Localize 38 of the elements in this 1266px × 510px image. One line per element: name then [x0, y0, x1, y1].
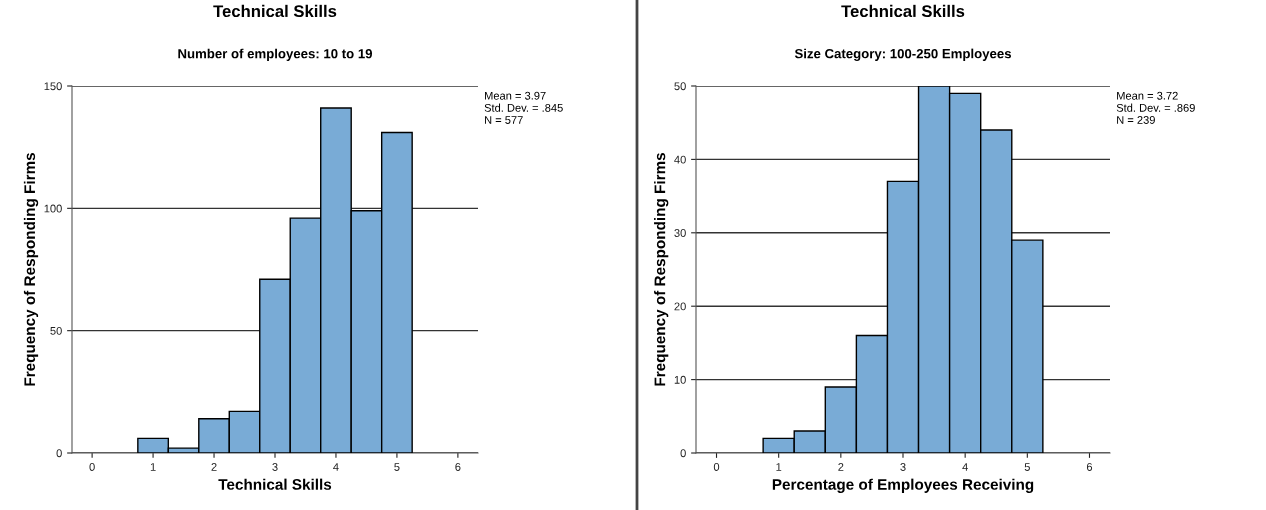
chart-subtitle: Number of employees: 10 to 19 — [178, 48, 373, 61]
y-tick-label: 0 — [680, 449, 686, 458]
y-axis-title: Frequency of Responding Firms — [654, 152, 669, 386]
y-tick-label: 100 — [44, 204, 62, 213]
text: Mean = 3.72 — [1117, 91, 1178, 100]
chart-title: Technical Skills — [213, 4, 337, 18]
text: Std. Dev. = .845 — [484, 103, 563, 112]
x-tick-label: 5 — [394, 463, 400, 471]
x-tick-label: 1 — [776, 463, 782, 471]
x-tick-label: 3 — [900, 463, 906, 471]
y-tick-label: 0 — [56, 449, 62, 458]
text: Std. Dev. = .869 — [1116, 103, 1195, 112]
x-tick-label: 3 — [272, 463, 278, 471]
x-tick-label: 6 — [1086, 463, 1093, 471]
text: N = 239 — [1117, 116, 1155, 124]
chart-subtitle: Size Category: 100-250 Employees — [794, 48, 1011, 61]
text: Mean = 3.97 — [485, 91, 546, 100]
x-tick-label: 2 — [838, 463, 844, 471]
y-tick-label: 20 — [674, 302, 686, 311]
x-tick-label: 4 — [333, 463, 339, 471]
y-tick-label: 50 — [50, 326, 62, 335]
x-tick-label: 1 — [150, 463, 156, 471]
y-tick-label: 10 — [674, 375, 686, 384]
y-axis-title: Frequency of Responding Firms — [23, 152, 39, 386]
x-tick-label: 5 — [1024, 463, 1030, 471]
y-tick-label: 30 — [674, 229, 686, 237]
x-tick-label: 0 — [89, 463, 95, 471]
x-tick-label: 0 — [713, 463, 720, 471]
x-axis-title: Technical Skills — [218, 478, 332, 490]
chart-title: Technical Skills — [841, 4, 965, 18]
x-axis-title: Percentage of Employees Receiving — [772, 478, 1034, 493]
y-tick-label: 40 — [674, 155, 686, 164]
x-tick-label: 6 — [455, 463, 461, 471]
text: N = 577 — [485, 116, 523, 124]
x-tick-label: 2 — [211, 463, 217, 471]
y-tick-label: 50 — [674, 82, 686, 91]
x-tick-label: 4 — [962, 463, 968, 471]
y-tick-label: 150 — [44, 82, 62, 91]
